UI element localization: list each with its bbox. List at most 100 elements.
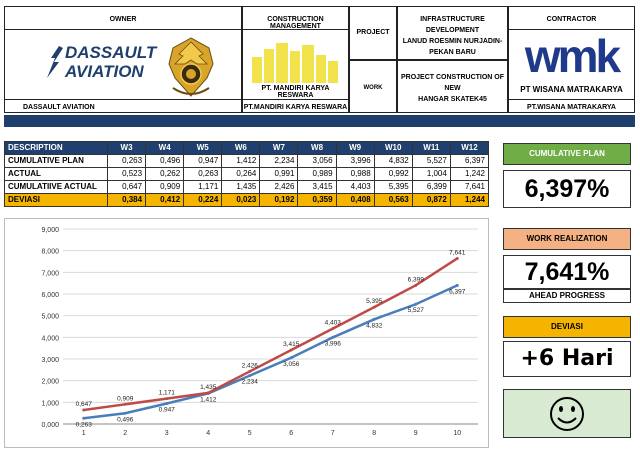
data-label: 2,234 [242,379,259,386]
table-header: W8 [297,141,337,155]
data-point [331,335,335,339]
table-cell: 0,192 [259,193,299,207]
table-cell: 1,244 [449,193,490,207]
table-header-row: DESCRIPTION W3 W4 W5 W6 W7 W8 W9 W10 W11… [4,141,490,155]
project-value-line2: LANUD ROESMIN NURJADIN- [402,38,503,45]
table-cell: 5,527 [411,154,451,168]
data-point [165,401,169,405]
data-point [414,283,418,287]
data-label: 2,426 [242,362,259,369]
table-cell: 0,496 [145,154,185,168]
table-cell: 0,263 [183,167,223,181]
table-cell: 0,647 [106,180,147,194]
table-header: W3 [106,141,147,155]
contractor-title: CONTRACTOR [546,16,597,23]
data-label: 0,947 [159,406,176,413]
data-point [248,369,252,373]
owner-logo-line2: AVIATION [65,62,144,81]
project-label-cell: PROJECT [349,6,397,60]
table-header: W4 [145,141,185,155]
table-cell: 0,262 [145,167,185,181]
project-header: OWNER DASSAULT AVIATION DASSAULT AVIATIO… [4,6,635,113]
cm-logo-text: PT. MANDIRI KARYA RESWARA [261,85,330,99]
row-label: CUMULATIIVE ACTUAL [4,180,108,194]
owner-logo-line1: DASSAULT [65,43,157,62]
cm-name: PT.MANDIRI KARYA RESWARA [243,104,348,111]
table-row: CUMULATIVE PLAN 0,263 0,496 0,947 1,412 … [4,154,490,168]
data-label: 1,171 [159,390,176,397]
y-tick-label: 6,000 [41,292,59,299]
y-tick-label: 9,000 [41,227,59,234]
data-label: 4,403 [325,320,342,327]
table-header: W5 [183,141,223,155]
smiley-face-icon [550,397,584,431]
x-tick-label: 7 [331,430,335,437]
owner-cell: OWNER DASSAULT AVIATION DASSAULT AVIATIO… [4,6,242,113]
work-realization-value: 7,641% [503,255,631,289]
work-value-line1: PROJECT CONSTRUCTION OF NEW [400,74,505,92]
owner-name: DASSAULT AVIATION [23,104,95,111]
table-cell: 0,988 [335,167,375,181]
data-point [372,305,376,309]
data-label: 1,435 [200,384,217,391]
x-tick-label: 1 [82,430,86,437]
table-row-deviasi: DEVIASI 0,384 0,412 0,224 0,023 0,192 0,… [4,193,490,207]
row-label: ACTUAL [4,167,108,181]
data-label: 0,496 [117,416,134,423]
data-point [123,411,127,415]
work-realization-header: WORK REALIZATION [503,228,631,250]
table-header: DESCRIPTION [4,141,108,155]
x-tick-label: 2 [123,430,127,437]
project-value-line1: INFRASTRUCTURE DEVELOPMENT [420,16,485,34]
table-cell: 0,263 [106,154,147,168]
construction-management-cell: CONSTRUCTION MANAGEMENT PT. MANDIRI KARY… [242,6,349,113]
table-cell: 0,224 [183,193,223,207]
table-cell: 3,056 [297,154,337,168]
table-cell: 0,412 [145,193,185,207]
data-point [455,256,459,260]
cumulative-plan-value: 6,397% [503,170,631,208]
y-tick-label: 2,000 [41,379,59,386]
x-tick-label: 6 [289,430,293,437]
contractor-logo: wmk [524,30,621,82]
series-line [83,257,458,412]
y-tick-label: 4,000 [41,335,59,342]
data-label: 4,832 [366,322,383,329]
data-point [248,374,252,378]
data-label: 3,415 [283,341,300,348]
data-label: 5,395 [366,298,383,305]
status-panel [503,389,631,438]
deviasi-header: DEVIASI [503,316,631,338]
row-label: DEVIASI [4,193,108,207]
ahead-progress-label: AHEAD PROGRESS [503,289,631,303]
data-point [165,397,169,401]
cm-title: CONSTRUCTION MANAGEMENT [267,16,324,30]
work-label-cell: WORK [349,60,397,113]
y-tick-label: 8,000 [41,249,59,256]
row-label: CUMULATIVE PLAN [4,154,108,168]
data-point [331,327,335,331]
data-label: 1,412 [200,396,217,403]
contractor-name: PT.WISANA MATRAKARYA [527,104,616,111]
data-point [206,391,210,395]
cumulative-plan-header: CUMULATIVE PLAN [503,143,631,165]
data-label: 7,641 [449,249,466,256]
data-point [372,317,376,321]
data-label: 0,647 [76,401,93,408]
table-row: ACTUAL 0,523 0,262 0,263 0,264 0,991 0,9… [4,167,490,181]
project-value-cell: INFRASTRUCTURE DEVELOPMENT LANUD ROESMIN… [397,6,508,60]
x-tick-label: 8 [372,430,376,437]
data-label: 3,996 [325,340,342,347]
data-label: 0,263 [76,421,93,428]
project-label: PROJECT [356,29,390,36]
table-cell: 0,909 [145,180,185,194]
work-label: WORK [363,85,383,91]
y-tick-label: 3,000 [41,357,59,364]
data-point [123,402,127,406]
table-header: W10 [373,141,413,155]
table-cell: 6,399 [411,180,451,194]
s-curve-chart: 0,000 1,000 2,000 3,000 4,000 5,000 6,000 7,000… [4,218,489,448]
table-cell: 0,872 [411,193,451,207]
line-chart-svg: 0,000 1,000 2,000 3,000 4,000 5,000 6,000 7,000… [41,227,478,437]
x-tick-label: 3 [165,430,169,437]
